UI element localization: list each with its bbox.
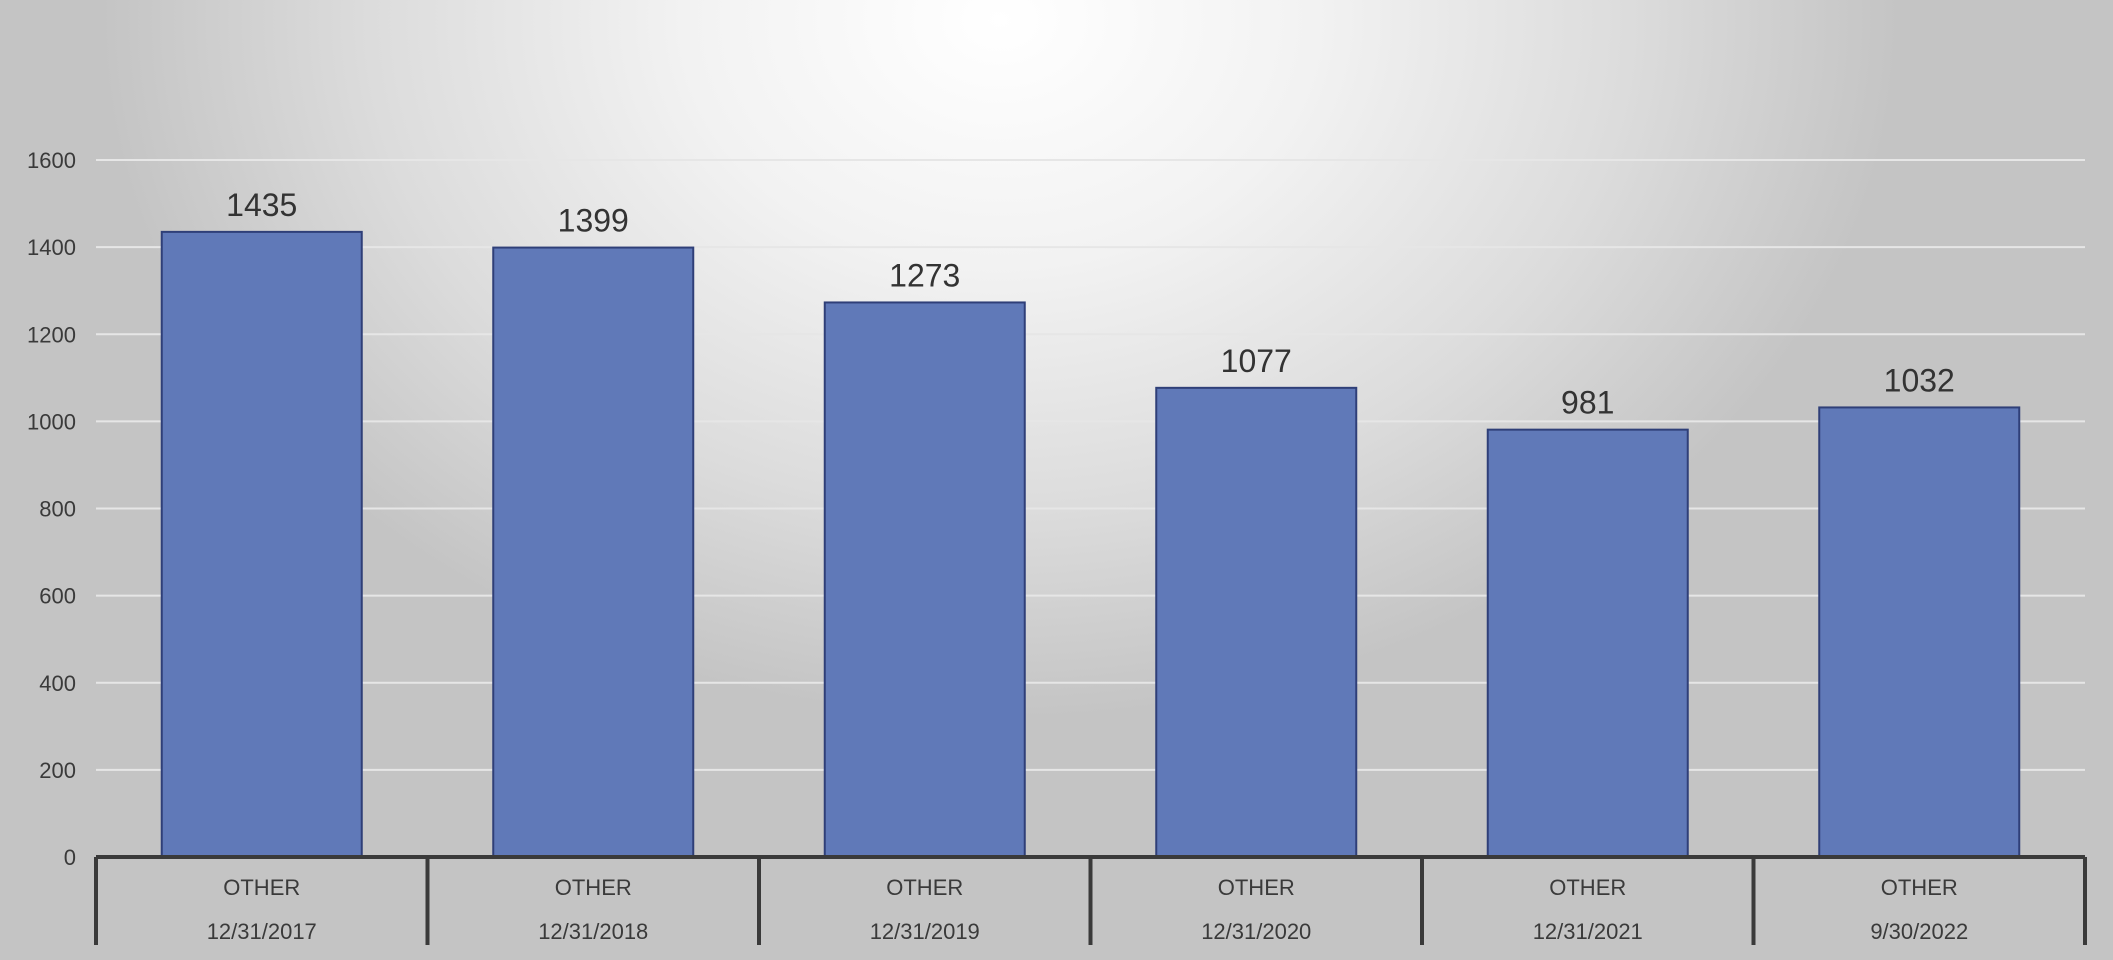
bar <box>1155 386 1358 858</box>
bar <box>823 301 1026 858</box>
x-category-group-label: OTHER <box>1881 875 1958 900</box>
bar <box>492 246 695 859</box>
y-tick-label: 600 <box>39 584 76 609</box>
y-tick-label: 1000 <box>27 409 76 434</box>
y-tick-label: 1200 <box>27 322 76 347</box>
gridlines <box>96 159 2085 771</box>
x-category-date-label: 12/31/2021 <box>1533 919 1643 944</box>
x-category-date-label: 12/31/2019 <box>870 919 980 944</box>
data-label: 1077 <box>1221 343 1292 379</box>
x-category-group-label: OTHER <box>555 875 632 900</box>
x-category-date-label: 12/31/2017 <box>207 919 317 944</box>
y-tick-label: 800 <box>39 497 76 522</box>
x-axis: OTHER 12/31/2017 OTHER 12/31/2018 OTHER 12/31… <box>94 855 2087 945</box>
x-category-group-label: OTHER <box>1218 875 1295 900</box>
bar <box>1818 406 2021 858</box>
data-label: 1399 <box>558 203 629 239</box>
y-tick-label: 1600 <box>27 148 76 173</box>
data-label: 1435 <box>226 187 297 223</box>
data-label: 1032 <box>1884 362 1955 398</box>
x-category-date-label: 12/31/2020 <box>1201 919 1311 944</box>
x-category-group-label: OTHER <box>1549 875 1626 900</box>
y-tick-label: 1400 <box>27 235 76 260</box>
x-category-group-label: OTHER <box>223 875 300 900</box>
bar <box>1486 428 1689 858</box>
data-labels: 1435 1399 1273 1077 981 1032 <box>226 187 1955 421</box>
x-category-date-label: 12/31/2018 <box>538 919 648 944</box>
data-label: 981 <box>1561 385 1614 421</box>
y-tick-label: 200 <box>39 758 76 783</box>
x-category-group-label: OTHER <box>886 875 963 900</box>
x-category-date-label: 9/30/2022 <box>1870 919 1968 944</box>
bar <box>160 230 363 859</box>
y-tick-label: 0 <box>64 845 76 870</box>
y-tick-label: 400 <box>39 671 76 696</box>
y-axis: 0 200 400 600 800 1000 1200 1400 1600 <box>27 148 76 870</box>
data-label: 1273 <box>889 257 960 293</box>
bars <box>160 230 2021 859</box>
